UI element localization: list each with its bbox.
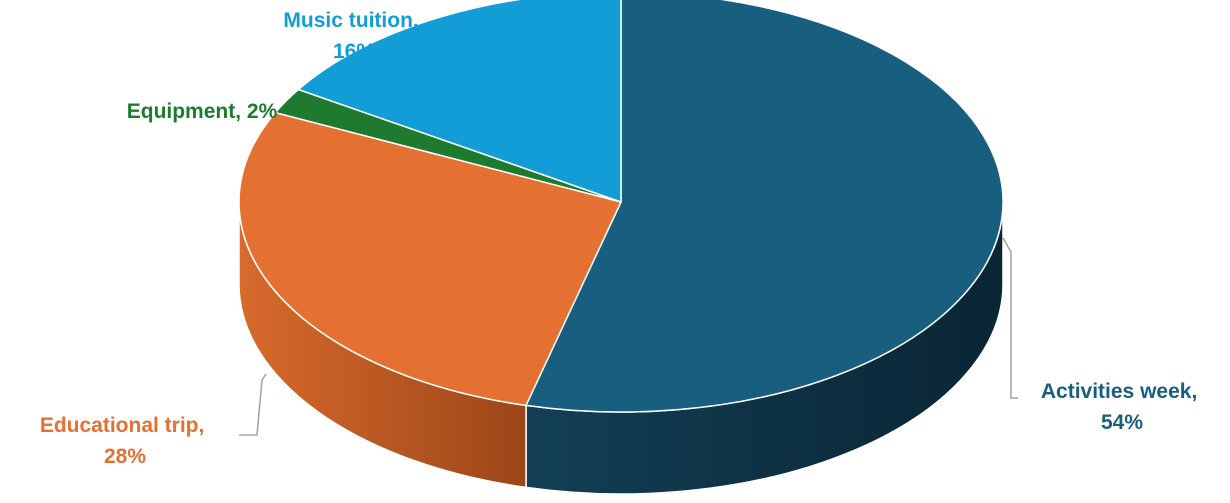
data-labels: Activities week, 54% Educational trip, 2…: [40, 9, 1203, 468]
leader-line-activities-week: [1002, 237, 1018, 399]
data-label-music-tuition: Music tuition, 16%: [283, 9, 424, 63]
pie-slice-music-tuition: [297, 0, 622, 203]
data-label-educational-trip: Educational trip, 28%: [40, 414, 210, 468]
leader-line-educational-trip: [239, 373, 267, 436]
pie-slice-educational-trip: [238, 111, 622, 407]
pie-slice-activities-week: [525, 0, 1004, 413]
data-label-equipment: Equipment, 2%: [127, 100, 278, 123]
data-label-activities-week: Activities week, 54%: [1041, 380, 1203, 434]
pie-top-faces: [238, 0, 1004, 413]
leader-lines: [239, 237, 1018, 436]
